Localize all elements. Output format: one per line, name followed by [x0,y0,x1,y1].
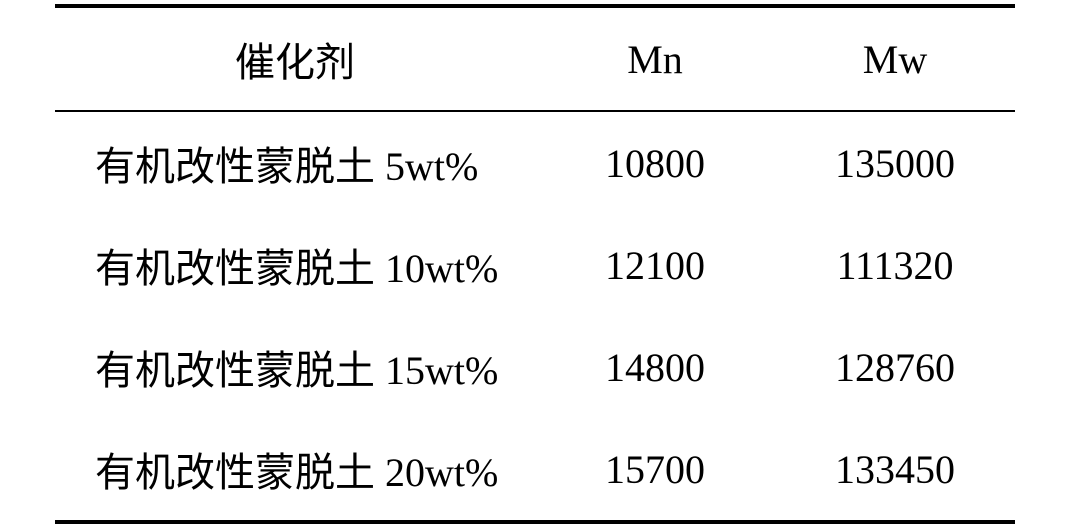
cell-mn: 14800 [535,316,775,418]
table-header-row: 催化剂 Mn Mw [55,6,1015,111]
table-body: 有机改性蒙脱土 5wt% 10800 135000 有机改性蒙脱土 10wt% … [55,111,1015,522]
cell-catalyst: 有机改性蒙脱土 20wt% [55,418,535,522]
header-mw: Mw [775,6,1015,111]
cell-catalyst: 有机改性蒙脱土 15wt% [55,316,535,418]
header-mn: Mn [535,6,775,111]
header-catalyst: 催化剂 [55,6,535,111]
table-row: 有机改性蒙脱土 5wt% 10800 135000 [55,111,1015,214]
data-table-container: 催化剂 Mn Mw 有机改性蒙脱土 5wt% 10800 135000 有机改性… [55,4,1015,524]
table-header: 催化剂 Mn Mw [55,6,1015,111]
cell-catalyst: 有机改性蒙脱土 10wt% [55,214,535,316]
table-row: 有机改性蒙脱土 15wt% 14800 128760 [55,316,1015,418]
cell-mw: 111320 [775,214,1015,316]
cell-mw: 135000 [775,111,1015,214]
cell-mn: 10800 [535,111,775,214]
data-table: 催化剂 Mn Mw 有机改性蒙脱土 5wt% 10800 135000 有机改性… [55,4,1015,524]
table-row: 有机改性蒙脱土 10wt% 12100 111320 [55,214,1015,316]
cell-catalyst: 有机改性蒙脱土 5wt% [55,111,535,214]
table-row: 有机改性蒙脱土 20wt% 15700 133450 [55,418,1015,522]
cell-mw: 128760 [775,316,1015,418]
cell-mn: 15700 [535,418,775,522]
cell-mw: 133450 [775,418,1015,522]
cell-mn: 12100 [535,214,775,316]
